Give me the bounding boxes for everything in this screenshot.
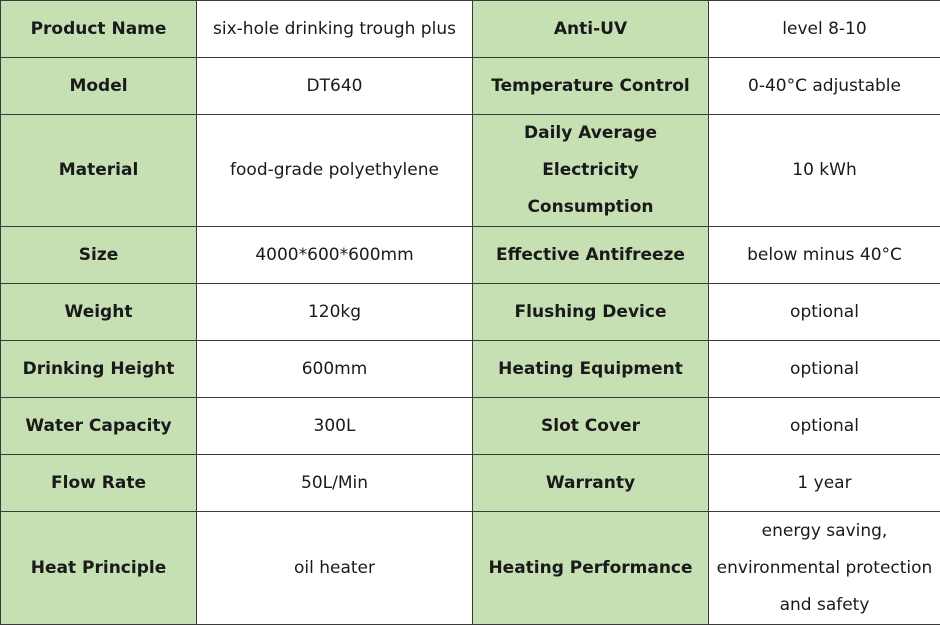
spec-value: 120kg <box>197 284 473 341</box>
table-row: Flow Rate 50L/Min Warranty 1 year <box>1 455 940 512</box>
spec-value: optional <box>709 284 940 341</box>
spec-label: Anti-UV <box>473 1 709 58</box>
spec-value: DT640 <box>197 58 473 115</box>
spec-label: Warranty <box>473 455 709 512</box>
spec-value: 600mm <box>197 341 473 398</box>
spec-label: Model <box>1 58 197 115</box>
spec-label: Effective Antifreeze <box>473 227 709 284</box>
spec-label: Weight <box>1 284 197 341</box>
spec-value: 50L/Min <box>197 455 473 512</box>
table-row: Weight 120kg Flushing Device optional <box>1 284 940 341</box>
table-row: Material food-grade polyethylene Daily A… <box>1 115 940 227</box>
spec-label: Heating Performance <box>473 512 709 625</box>
spec-value: energy saving, environmental protection … <box>709 512 940 625</box>
spec-label: Drinking Height <box>1 341 197 398</box>
table-row: Size 4000*600*600mm Effective Antifreeze… <box>1 227 940 284</box>
spec-value: 300L <box>197 398 473 455</box>
spec-label: Daily Average Electricity Consumption <box>473 115 709 227</box>
spec-value: 4000*600*600mm <box>197 227 473 284</box>
table-row: Drinking Height 600mm Heating Equipment … <box>1 341 940 398</box>
table-row: Model DT640 Temperature Control 0-40°C a… <box>1 58 940 115</box>
spec-label: Heat Principle <box>1 512 197 625</box>
spec-value: optional <box>709 341 940 398</box>
spec-value: six-hole drinking trough plus <box>197 1 473 58</box>
spec-value: optional <box>709 398 940 455</box>
spec-label: Slot Cover <box>473 398 709 455</box>
spec-value: oil heater <box>197 512 473 625</box>
spec-value: 10 kWh <box>709 115 940 227</box>
spec-label: Water Capacity <box>1 398 197 455</box>
spec-value: 1 year <box>709 455 940 512</box>
spec-value: 0-40°C adjustable <box>709 58 940 115</box>
spec-value: level 8-10 <box>709 1 940 58</box>
table-row: Product Name six-hole drinking trough pl… <box>1 1 940 58</box>
spec-label: Flushing Device <box>473 284 709 341</box>
spec-label: Size <box>1 227 197 284</box>
table-row: Water Capacity 300L Slot Cover optional <box>1 398 940 455</box>
spec-label: Heating Equipment <box>473 341 709 398</box>
spec-value: below minus 40°C <box>709 227 940 284</box>
spec-value: food-grade polyethylene <box>197 115 473 227</box>
spec-label: Temperature Control <box>473 58 709 115</box>
spec-label: Material <box>1 115 197 227</box>
spec-label: Product Name <box>1 1 197 58</box>
spec-label: Flow Rate <box>1 455 197 512</box>
table-row: Heat Principle oil heater Heating Perfor… <box>1 512 940 625</box>
